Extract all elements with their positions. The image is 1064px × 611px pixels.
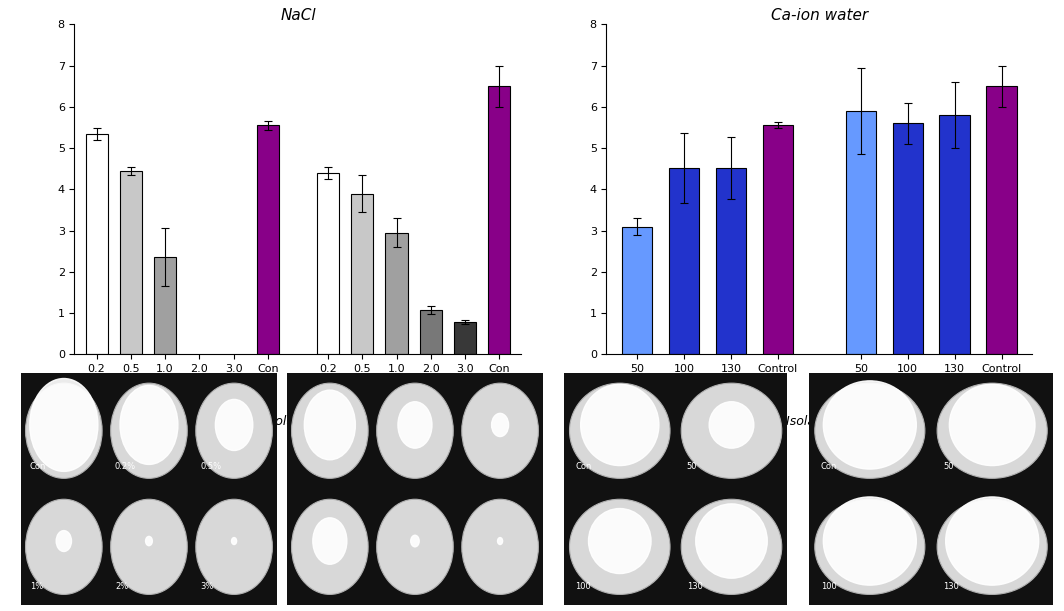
Circle shape — [30, 378, 98, 472]
Circle shape — [146, 536, 152, 546]
Circle shape — [304, 390, 355, 459]
Ellipse shape — [377, 499, 453, 595]
Text: HYM-055: HYM-055 — [154, 393, 211, 406]
Ellipse shape — [377, 383, 453, 478]
Text: Isolate No.: Isolate No. — [265, 415, 331, 428]
Ellipse shape — [462, 499, 538, 595]
Circle shape — [232, 538, 236, 544]
Bar — [893, 123, 922, 354]
Bar — [419, 310, 442, 354]
Circle shape — [824, 381, 916, 469]
Ellipse shape — [462, 383, 538, 478]
Text: 130: 130 — [943, 582, 959, 591]
Circle shape — [581, 384, 659, 466]
Ellipse shape — [196, 499, 272, 595]
Circle shape — [696, 504, 767, 578]
Ellipse shape — [292, 499, 368, 595]
Text: Isolate No.: Isolate No. — [786, 415, 852, 428]
Circle shape — [56, 530, 71, 552]
Ellipse shape — [681, 383, 782, 478]
Circle shape — [492, 413, 509, 436]
Text: 0.2%: 0.2% — [115, 463, 136, 472]
Ellipse shape — [111, 499, 187, 595]
Text: HYM-056: HYM-056 — [385, 393, 442, 406]
Bar — [621, 227, 652, 354]
Circle shape — [313, 518, 347, 565]
Circle shape — [824, 497, 916, 585]
Bar — [488, 86, 511, 354]
Text: 100: 100 — [821, 582, 836, 591]
Bar — [716, 168, 746, 354]
Text: Con: Con — [30, 463, 46, 472]
Text: Con: Con — [576, 463, 592, 472]
Text: 50: 50 — [687, 463, 697, 472]
Ellipse shape — [937, 383, 1047, 478]
Ellipse shape — [815, 499, 925, 595]
Ellipse shape — [196, 383, 272, 478]
Text: HYM-056: HYM-056 — [903, 393, 960, 406]
Text: HYM-055: HYM-055 — [679, 393, 735, 406]
Text: 2%: 2% — [115, 582, 128, 591]
Bar — [385, 233, 408, 354]
Title: Ca-ion water: Ca-ion water — [770, 9, 868, 23]
Text: 0.5%: 0.5% — [200, 463, 221, 472]
Text: 3%: 3% — [200, 582, 214, 591]
Text: 130: 130 — [687, 582, 702, 591]
Bar — [85, 134, 107, 354]
Circle shape — [120, 386, 178, 464]
Text: 50: 50 — [943, 463, 953, 472]
Ellipse shape — [111, 383, 187, 478]
Bar — [154, 257, 177, 354]
Circle shape — [411, 535, 419, 547]
Circle shape — [215, 400, 253, 450]
Ellipse shape — [292, 383, 368, 478]
Ellipse shape — [937, 499, 1047, 595]
Text: Con: Con — [821, 463, 837, 472]
Bar — [763, 125, 793, 354]
Circle shape — [588, 508, 651, 574]
Ellipse shape — [569, 499, 670, 595]
Circle shape — [949, 384, 1035, 466]
Bar — [668, 168, 699, 354]
Ellipse shape — [681, 499, 782, 595]
Bar — [317, 173, 339, 354]
Circle shape — [498, 538, 502, 544]
Text: 100: 100 — [576, 582, 591, 591]
Bar — [454, 322, 476, 354]
Bar — [120, 171, 142, 354]
Bar — [940, 115, 970, 354]
Circle shape — [946, 497, 1038, 585]
Ellipse shape — [815, 383, 925, 478]
Bar — [846, 111, 876, 354]
Title: NaCl: NaCl — [280, 9, 316, 23]
Ellipse shape — [569, 383, 670, 478]
Text: 1%: 1% — [30, 582, 43, 591]
Ellipse shape — [26, 499, 102, 595]
Ellipse shape — [26, 383, 102, 478]
Bar — [256, 125, 279, 354]
Bar — [986, 86, 1017, 354]
Bar — [351, 194, 373, 354]
Circle shape — [709, 402, 753, 448]
Circle shape — [398, 402, 432, 448]
